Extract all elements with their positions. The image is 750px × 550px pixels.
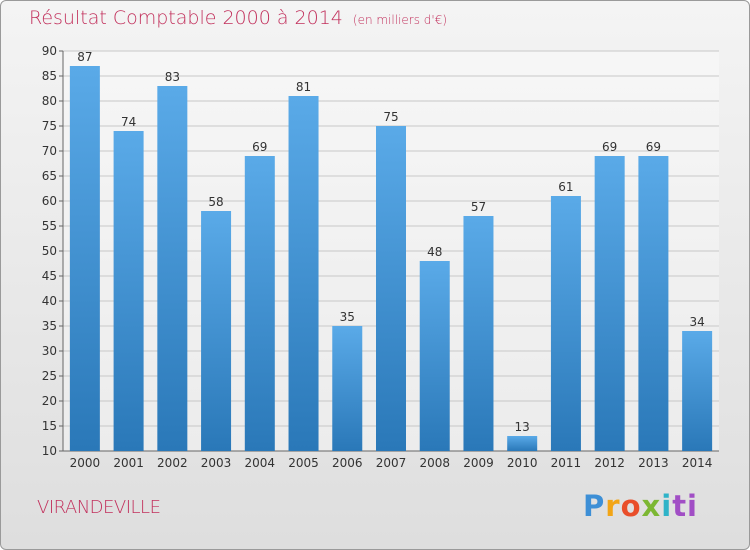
y-tick-label: 30	[42, 344, 57, 358]
x-tick-label: 2008	[419, 456, 450, 470]
bar-value-label: 13	[515, 420, 530, 434]
bar-value-label: 75	[383, 110, 398, 124]
y-tick-label: 45	[42, 269, 57, 283]
bar-value-label: 61	[558, 180, 573, 194]
x-tick-label: 2006	[332, 456, 363, 470]
y-tick-label: 10	[42, 444, 57, 458]
y-tick-label: 25	[42, 369, 57, 383]
bar-2010	[507, 436, 538, 451]
chart-title: Résultat Comptable 2000 à 2014 (en millie…	[29, 7, 447, 29]
commune-name: VIRANDEVILLE	[37, 497, 161, 518]
x-tick-label: 2010	[507, 456, 538, 470]
x-tick-label: 2001	[113, 456, 144, 470]
y-tick-label: 20	[42, 394, 57, 408]
x-tick-label: 2009	[463, 456, 494, 470]
title-unit: (en milliers d'€)	[352, 13, 448, 27]
bar-2004	[244, 156, 275, 451]
x-tick-label: 2002	[157, 456, 188, 470]
bar-2013	[638, 156, 669, 451]
y-tick-label: 70	[42, 144, 57, 158]
y-tick-label: 55	[42, 219, 57, 233]
x-tick-label: 2004	[245, 456, 276, 470]
bar-value-label: 74	[121, 115, 136, 129]
bar-value-label: 35	[340, 310, 355, 324]
bar-2003	[201, 211, 232, 451]
bar-value-label: 69	[646, 140, 661, 154]
y-tick-label: 60	[42, 194, 57, 208]
y-tick-label: 85	[42, 69, 57, 83]
bar-value-label: 81	[296, 80, 311, 94]
x-tick-label: 2000	[70, 456, 101, 470]
bar-2007	[376, 126, 406, 451]
bar-2000	[69, 66, 100, 451]
bar-2001	[113, 131, 144, 451]
x-tick-label: 2012	[594, 456, 625, 470]
x-tick-label: 2013	[638, 456, 669, 470]
bar-2008	[419, 261, 450, 451]
x-tick-label: 2011	[551, 456, 582, 470]
x-tick-label: 2007	[376, 456, 407, 470]
bar-value-label: 34	[689, 315, 704, 329]
bar-value-label: 69	[602, 140, 617, 154]
y-tick-label: 35	[42, 319, 57, 333]
bar-2012	[594, 156, 625, 451]
y-tick-label: 90	[42, 44, 57, 58]
bar-2014	[682, 331, 713, 451]
x-tick-label: 2014	[682, 456, 713, 470]
bar-2011	[550, 196, 581, 451]
bar-2006	[332, 326, 363, 451]
y-tick-label: 80	[42, 94, 57, 108]
bar-value-label: 57	[471, 200, 486, 214]
bar-value-label: 87	[77, 50, 92, 64]
x-tick-label: 2003	[201, 456, 232, 470]
bar-value-label: 69	[252, 140, 267, 154]
y-tick-label: 65	[42, 169, 57, 183]
bar-value-label: 58	[208, 195, 223, 209]
bar-2002	[157, 86, 188, 451]
bar-value-label: 48	[427, 245, 442, 259]
title-text: Résultat Comptable 2000 à 2014	[29, 7, 343, 29]
bar-value-label: 83	[165, 70, 180, 84]
proxiti-logo: Proxiti	[583, 489, 698, 523]
y-tick-label: 15	[42, 419, 57, 433]
y-tick-label: 40	[42, 294, 57, 308]
x-tick-label: 2005	[288, 456, 319, 470]
bar-2009	[463, 216, 494, 451]
y-tick-label: 75	[42, 119, 57, 133]
y-tick-label: 50	[42, 244, 57, 258]
bar-2005	[288, 96, 319, 451]
